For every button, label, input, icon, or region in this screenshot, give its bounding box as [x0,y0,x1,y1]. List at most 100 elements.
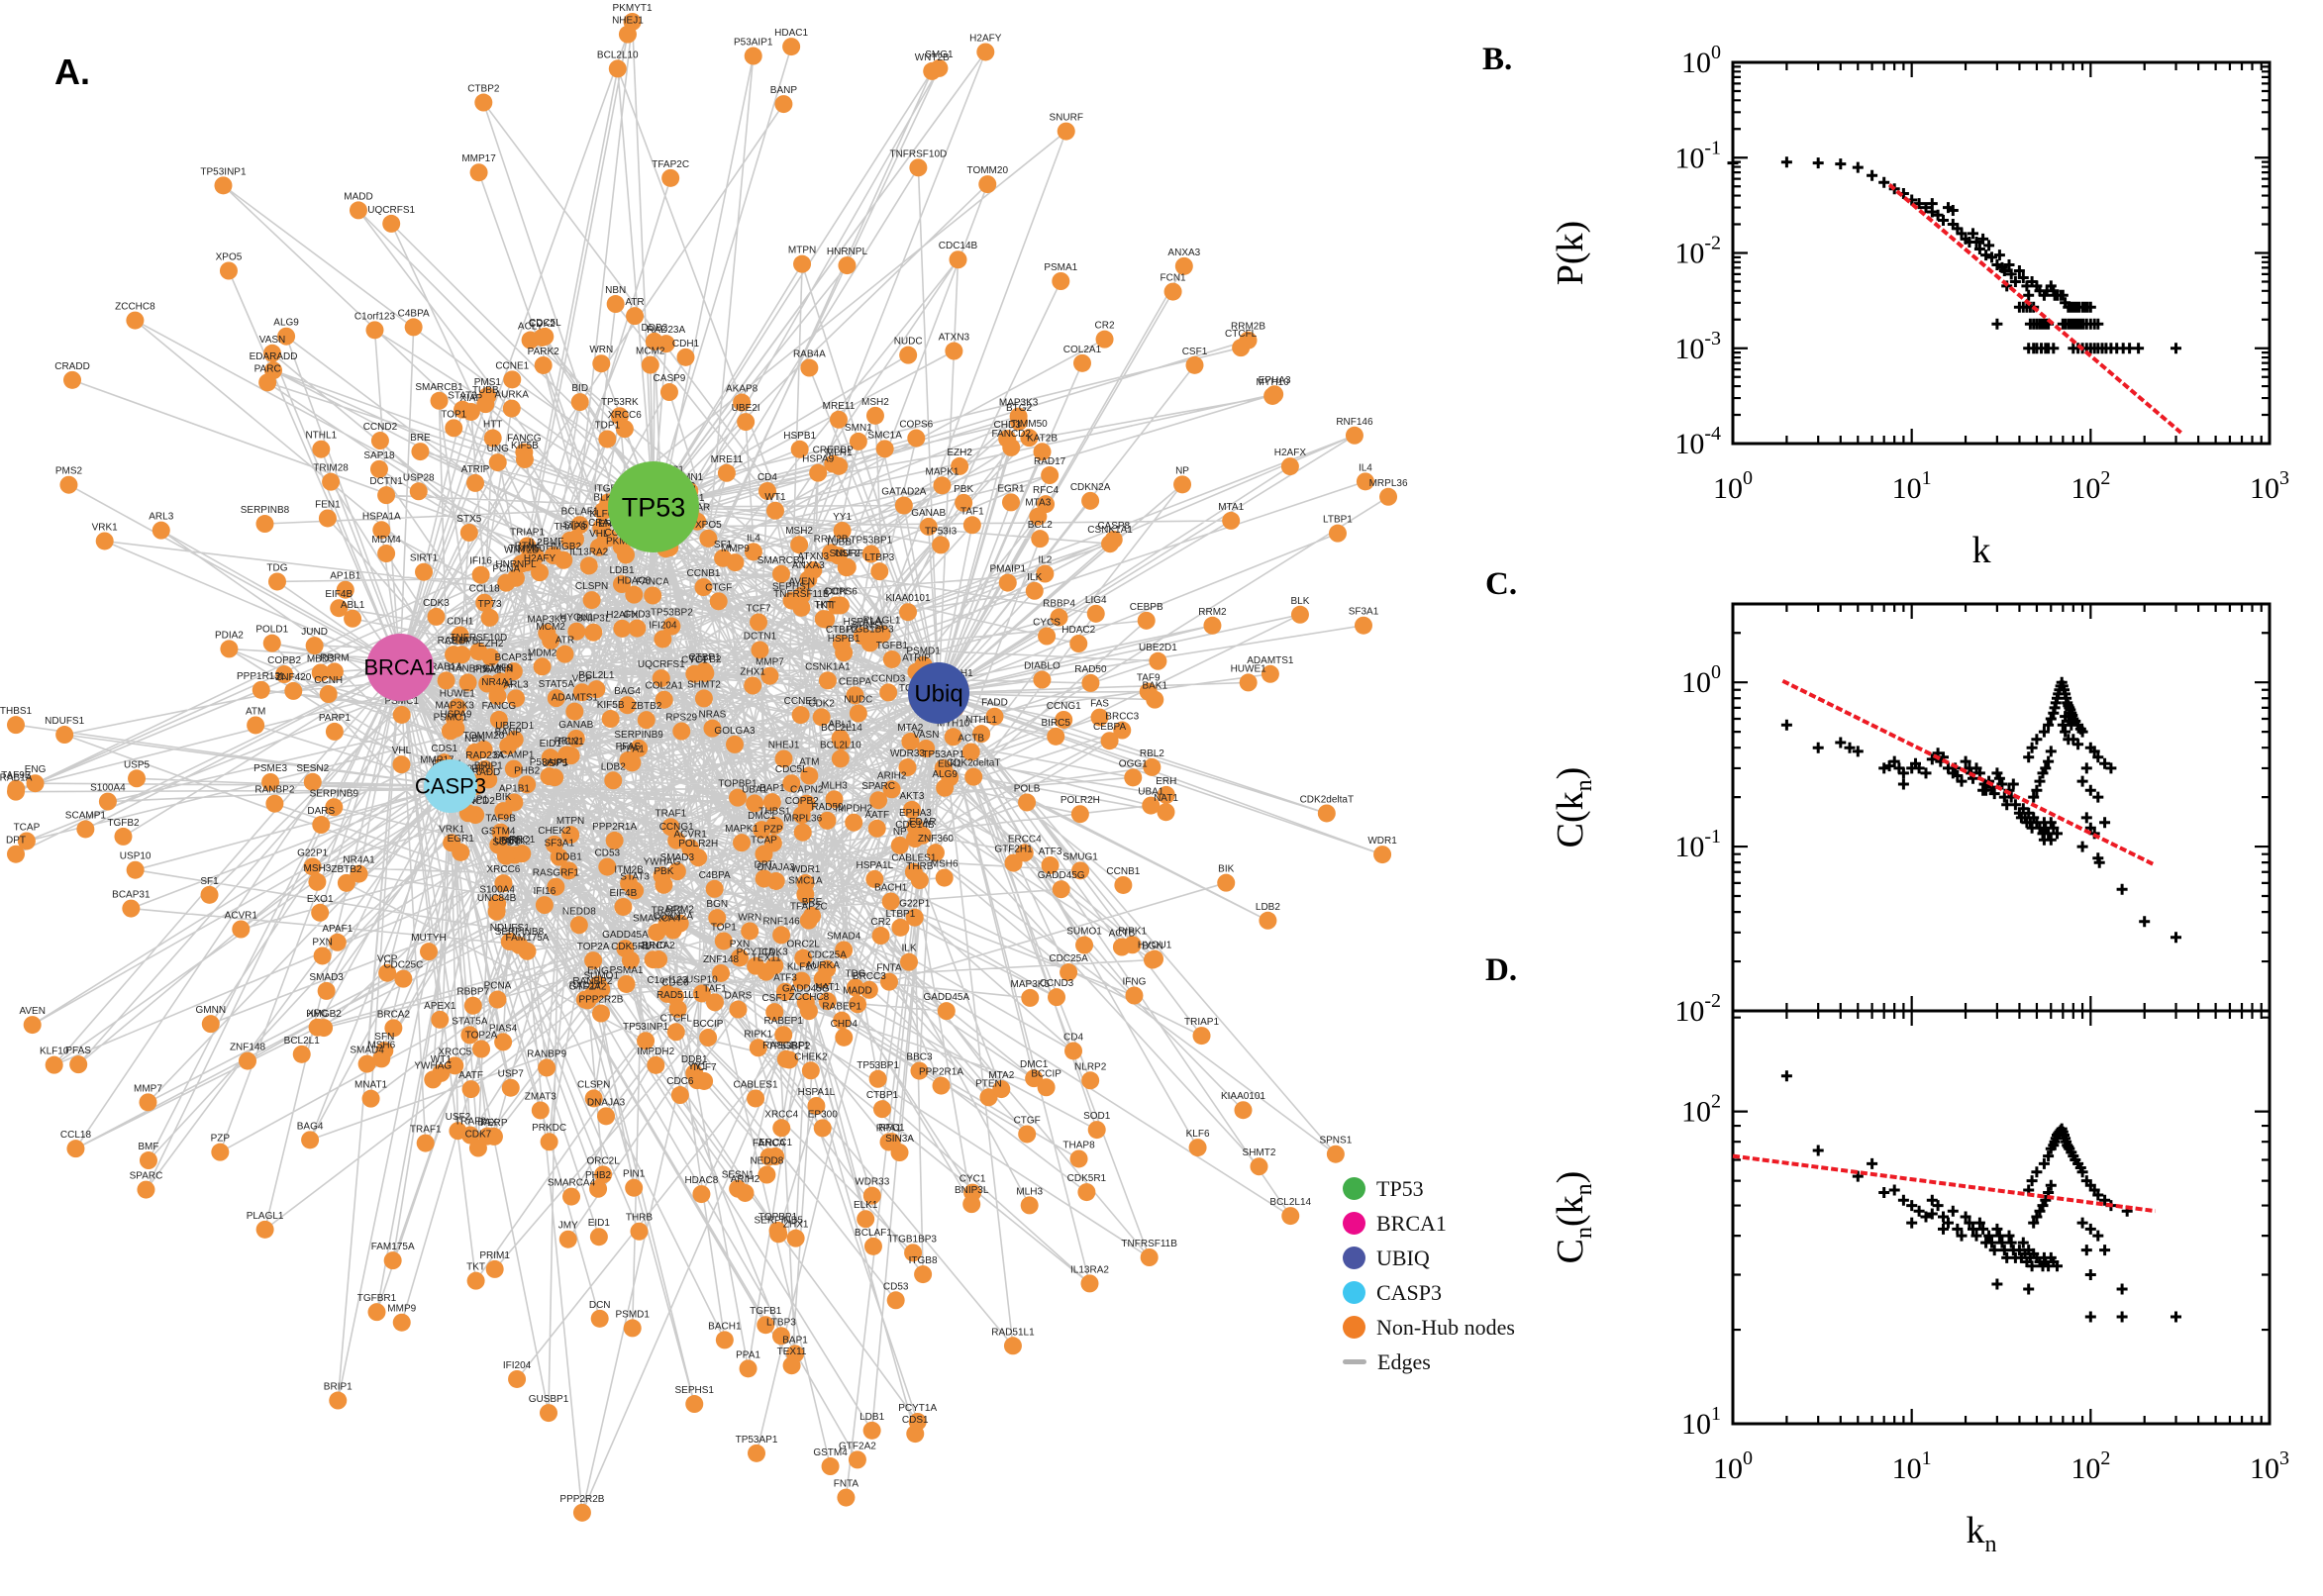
network-node [501,1078,520,1097]
network-node [932,1076,951,1095]
network-node [476,395,495,414]
node-label: ADAMTS1 [1247,655,1294,666]
network-node [613,619,632,638]
network-node [7,716,25,735]
network-node [917,740,936,758]
node-label: RAD50 [1074,664,1107,675]
network-node [383,1251,402,1270]
network-node [862,1186,881,1205]
node-label: VRK1 [439,824,465,835]
node-label: CCNH [314,675,343,686]
network-node [714,932,733,950]
node-label: GADD45A [923,992,969,1003]
node-label: CD4 [1063,1032,1083,1043]
node-label: BBC3 [906,1052,933,1063]
network-node [275,665,294,684]
x-axis-title: k [1972,530,1991,571]
node-label: CREBBP [813,446,854,456]
node-label: STX5 [456,514,481,525]
node-label: KLF6 [1186,1129,1210,1140]
node-label: ATF3 [773,973,797,984]
node-label: CCNG1 [659,822,694,833]
network-node [139,1093,157,1112]
node-label: SMN1 [845,423,872,434]
network-node [567,622,586,641]
network-node [560,531,579,549]
node-label: POLB [1014,783,1041,794]
network-node [1071,861,1090,880]
node-label: NTHL1 [305,431,337,442]
node-label: MTA1 [1218,502,1244,513]
network-node [1326,1145,1345,1163]
node-label: EGR1 [997,483,1025,494]
network-node [531,563,550,582]
hub-label: TP53 [622,492,686,522]
node-label: RAD23A [465,750,504,761]
node-label: SMARCB1 [415,382,463,393]
network-node [862,1421,881,1440]
node-label: TIMM50 [509,544,546,554]
node-label: MRE11 [823,401,856,412]
node-label: TEX11 [777,1347,807,1357]
network-node [830,456,849,475]
network-node [759,1147,778,1166]
network-node [951,456,969,475]
node-label: SMAD3 [309,972,344,983]
node-label: CDS1 [431,744,457,754]
network-node [443,834,461,852]
node-label: RAB1A [0,773,33,784]
node-label: FAS [1090,699,1109,710]
node-label: SESN1 [722,1170,755,1181]
network-node [1379,487,1398,506]
network-node [615,420,634,439]
network-node [1265,385,1284,404]
node-label: PIAS4 [489,1023,518,1034]
node-label: TAF9 [489,662,513,673]
node-label: FAM175A [371,1242,415,1252]
node-label: BCL2L10 [597,50,639,60]
network-node [1090,708,1109,727]
node-label: ARIH2 [731,1174,760,1185]
network-node [618,25,637,44]
node-label: NHEJ1 [612,16,644,27]
network-node [372,1049,391,1068]
network-node [935,868,954,887]
node-label: NAT1 [1154,793,1178,804]
node-label: LDB1 [859,1412,884,1423]
node-label: DARS [307,806,335,817]
node-label: COL2A1 [646,681,684,692]
network-node [657,984,676,1003]
network-node [685,1395,704,1414]
node-label: VCP [572,673,593,684]
network-node [508,1369,527,1388]
node-label: ERCC4 [1008,834,1042,845]
network-node [692,984,711,1003]
network-node [432,1063,451,1082]
network-node [793,823,812,842]
node-label: TDP1 [595,420,621,431]
node-label: HTT [817,601,836,612]
network-node [201,1015,220,1034]
network-node [394,969,413,988]
node-label: C1orf123 [647,975,688,986]
node-label: BNIP3L [576,614,611,625]
node-label: KIAA0101 [1221,1091,1265,1102]
network-node [569,916,588,935]
network-node [372,521,391,540]
node-label: STAT5A [452,1016,488,1027]
node-label: COPS6 [899,420,933,431]
network-node [1124,768,1143,787]
node-label: TCF7 [747,603,771,614]
node-label: FCN1 [1161,273,1187,284]
node-label: STAT3 [620,871,650,882]
node-label: PPA1 [620,744,645,754]
node-label: MLH3 [1016,1186,1043,1197]
network-node [849,995,867,1014]
network-node [907,429,926,448]
network-node [905,908,924,927]
node-label: BRCC3 [1105,712,1139,723]
network-node [899,346,918,364]
legend-item-nonhub: Non-Hub nodes [1343,1310,1515,1345]
node-label: TOMM20 [463,731,505,742]
